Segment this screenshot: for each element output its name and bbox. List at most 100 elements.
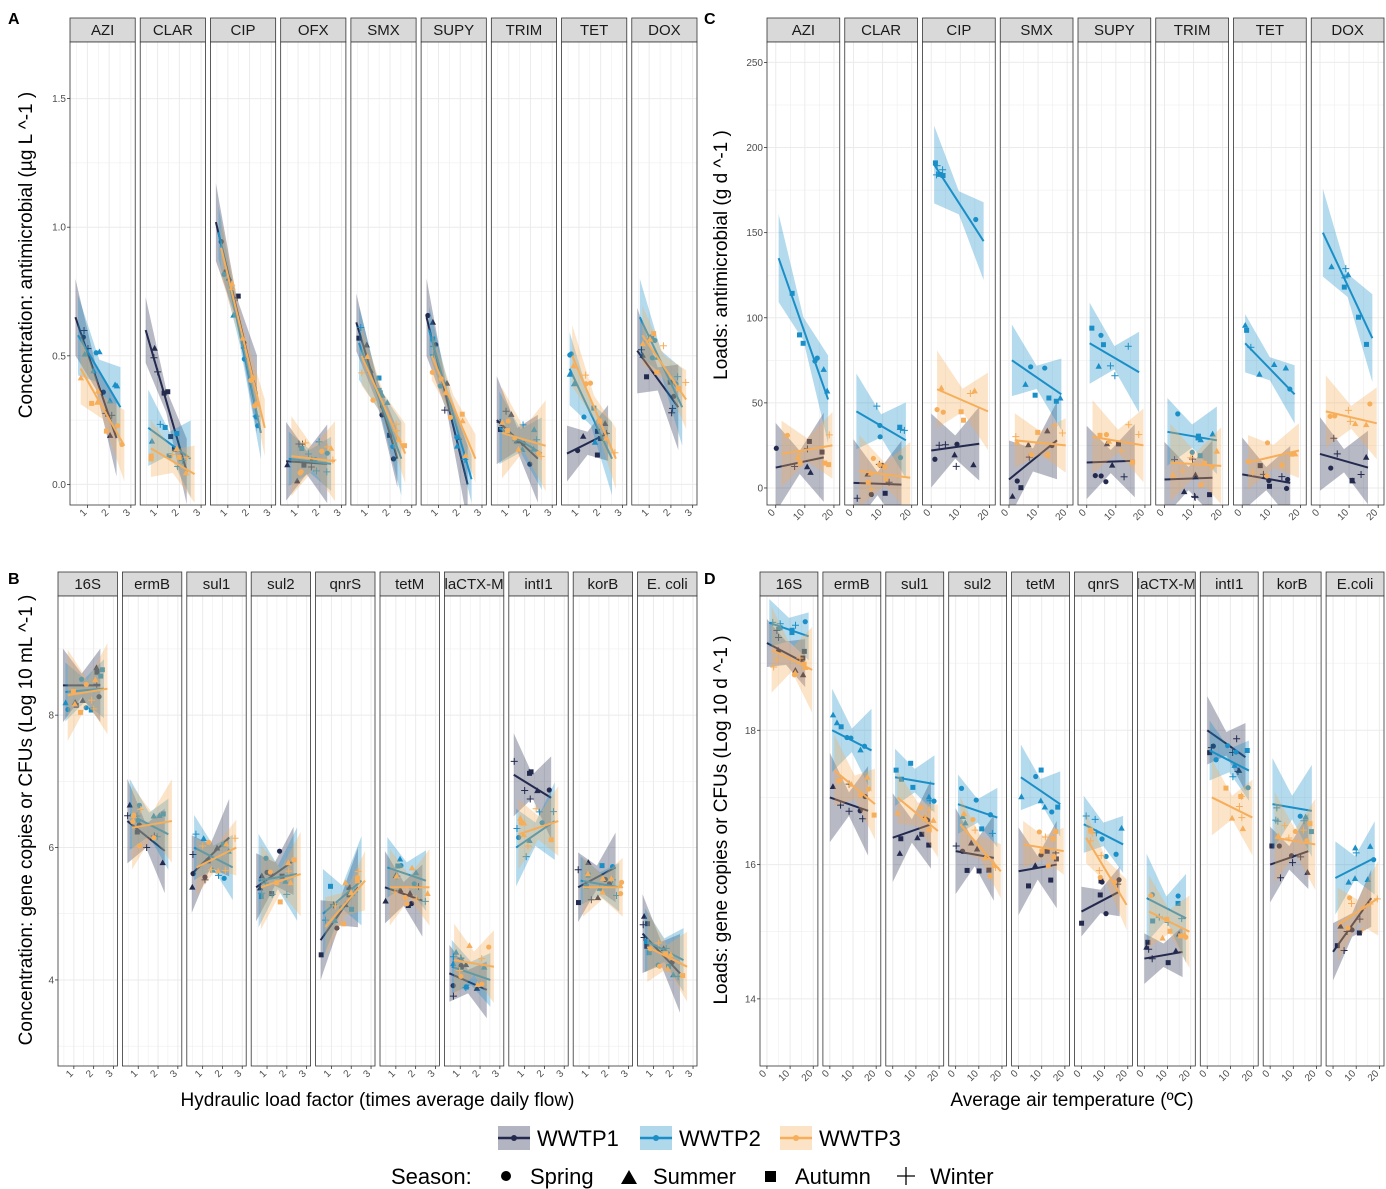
data-point-wwtp3	[70, 688, 76, 694]
data-point-wwtp3	[536, 450, 542, 456]
data-point-wwtp2	[454, 434, 460, 440]
facet-border	[822, 595, 882, 1067]
data-point-wwtp3	[1228, 814, 1236, 821]
data-point-wwtp2	[1297, 813, 1303, 819]
data-point-wwtp2	[526, 837, 533, 844]
data-point-wwtp2	[156, 812, 163, 819]
data-point-wwtp3	[274, 880, 280, 886]
facet-strip	[637, 571, 698, 597]
facet-dox: DOX 1 2 3	[631, 17, 698, 519]
facet-strip	[490, 17, 557, 43]
facet-strip-label: sul2	[267, 576, 295, 593]
facet-strip-label: ermB	[134, 576, 170, 593]
data-point-wwtp2	[1100, 342, 1106, 348]
data-point-wwtp1	[1103, 479, 1109, 485]
x-tick-label: 1	[78, 507, 90, 519]
data-point-wwtp1	[775, 634, 783, 642]
x-tick-label: 1	[218, 507, 230, 519]
data-point-wwtp1	[1098, 878, 1104, 884]
facet-ermb: ermB 0 10 20	[820, 571, 882, 1084]
data-point-wwtp1	[941, 441, 949, 449]
data-point-wwtp3	[656, 963, 663, 969]
data-point-wwtp3	[474, 981, 481, 988]
x-tick-label: 2	[213, 1068, 225, 1080]
data-point-wwtp3	[1285, 834, 1293, 842]
x-tick-label: 2	[661, 507, 673, 519]
data-point-wwtp1	[473, 984, 481, 991]
data-point-wwtp3	[94, 387, 102, 394]
facet-clar: CLAR 1 2 3	[139, 17, 206, 519]
data-point-wwtp1	[425, 312, 431, 319]
data-point-wwtp2	[649, 334, 655, 340]
x-tick-label: 0	[883, 1068, 895, 1080]
trend-line-wwtp1	[448, 972, 488, 991]
x-tick-label: 0	[1135, 1068, 1147, 1080]
trend-line-wwtp3	[1085, 837, 1128, 906]
facet-data	[1164, 398, 1222, 505]
data-point-wwtp1	[1278, 473, 1286, 481]
data-point-wwtp1	[189, 883, 196, 890]
facet-border	[1137, 595, 1196, 1067]
x-tick-label: 20	[1209, 507, 1225, 523]
data-point-wwtp3	[89, 400, 95, 406]
data-point-wwtp1	[986, 867, 992, 873]
data-point-wwtp2	[800, 340, 806, 346]
data-point-wwtp2	[898, 776, 904, 782]
gridlines	[822, 596, 881, 1066]
x-tick-label: 0	[766, 507, 778, 519]
data-point-wwtp2	[519, 421, 527, 429]
data-point-wwtp2	[178, 457, 186, 465]
data-point-wwtp1	[189, 850, 197, 858]
data-point-wwtp1	[1210, 743, 1216, 749]
data-point-wwtp2	[1113, 851, 1119, 857]
data-point-wwtp3	[1373, 895, 1381, 903]
facet-strip	[1074, 571, 1133, 597]
facet-border	[922, 41, 996, 506]
facet-blactx-m: laCTX-M 0 10 20	[1135, 571, 1196, 1084]
data-point-wwtp3	[1279, 462, 1285, 468]
gridlines	[561, 42, 627, 505]
data-point-wwtp1	[968, 839, 975, 846]
data-point-wwtp1	[390, 456, 397, 462]
facet-strip-label: laCTX-M	[445, 576, 504, 593]
x-tick-label: 3	[613, 507, 625, 519]
facet-qnrs: qnrS 0 10 20	[1072, 571, 1133, 1084]
trend-line-wwtp2	[1334, 856, 1376, 879]
gridlines	[1000, 42, 1073, 505]
data-point-wwtp1	[803, 463, 811, 470]
data-point-wwtp2	[1053, 398, 1059, 404]
data-point-wwtp3	[654, 369, 660, 375]
data-point-wwtp2	[1300, 817, 1308, 825]
gridlines	[767, 42, 840, 505]
trend-line-wwtp3	[571, 355, 617, 460]
trend-line-wwtp3	[1014, 439, 1066, 447]
data-point-wwtp1	[837, 801, 845, 809]
facet-smx: SMX 0 10 20	[999, 17, 1074, 523]
data-point-wwtp2	[581, 414, 587, 420]
data-point-wwtp2	[1197, 453, 1203, 459]
trend-line-wwtp1	[636, 350, 680, 408]
data-point-wwtp1	[293, 477, 301, 484]
data-point-wwtp1	[896, 850, 904, 856]
data-point-wwtp3	[462, 452, 469, 458]
data-point-wwtp1	[1285, 476, 1291, 483]
data-point-wwtp1	[954, 441, 960, 447]
trend-line-wwtp2	[568, 368, 613, 460]
data-point-wwtp1	[1333, 450, 1341, 458]
data-point-wwtp1	[126, 801, 134, 808]
facet-cip: CIP 1 2 3	[210, 17, 277, 519]
data-point-wwtp1	[397, 886, 404, 893]
facet-strip-label: intI1	[524, 576, 552, 593]
data-point-wwtp3	[364, 353, 371, 360]
data-point-wwtp2	[823, 387, 831, 394]
x-tick-label: 2	[470, 1068, 482, 1080]
x-tick-label: 10	[1091, 1068, 1107, 1084]
y-tick-label: 18	[745, 726, 757, 737]
data-point-wwtp1	[806, 438, 812, 444]
x-tick-label: 1	[515, 1068, 527, 1080]
data-point-wwtp2	[98, 673, 104, 679]
facet-data	[124, 778, 173, 894]
data-point-wwtp3	[1097, 852, 1105, 860]
x-tick-label: 2	[380, 507, 392, 519]
facet-strip-label: CIP	[231, 22, 256, 39]
